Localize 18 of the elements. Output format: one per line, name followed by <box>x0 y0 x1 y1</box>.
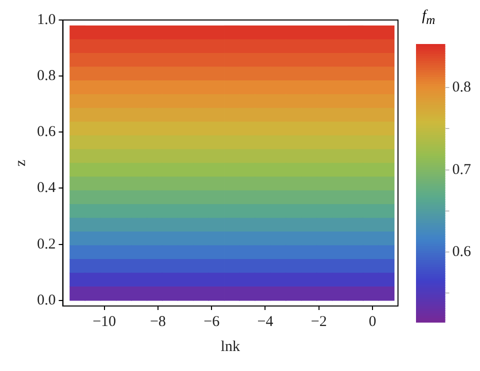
x-tick-label: −6 <box>204 314 220 330</box>
y-axis-title: z <box>12 159 29 166</box>
color-bar-title: f$_{m}$ <box>422 8 436 29</box>
x-axis-title: lnk <box>220 338 240 355</box>
x-tick-label: 0 <box>368 314 376 330</box>
y-tick-label: 0.4 <box>37 180 56 196</box>
y-tick-label: 0.6 <box>37 124 56 140</box>
x-tick-label: −2 <box>310 314 327 330</box>
color-bar-label: 0.8 <box>452 80 471 96</box>
color-bar-label: 0.7 <box>452 162 472 178</box>
y-tick-label: 1.0 <box>37 12 56 28</box>
x-tick-label: −4 <box>257 314 274 330</box>
color-bar-label: 0.6 <box>452 244 472 260</box>
y-tick-label: 0.8 <box>37 68 56 84</box>
x-tick-label: −8 <box>150 314 166 330</box>
y-tick-label: 0.2 <box>37 236 56 252</box>
y-tick-label: 0.0 <box>37 292 56 308</box>
x-tick-label: −10 <box>92 314 116 330</box>
